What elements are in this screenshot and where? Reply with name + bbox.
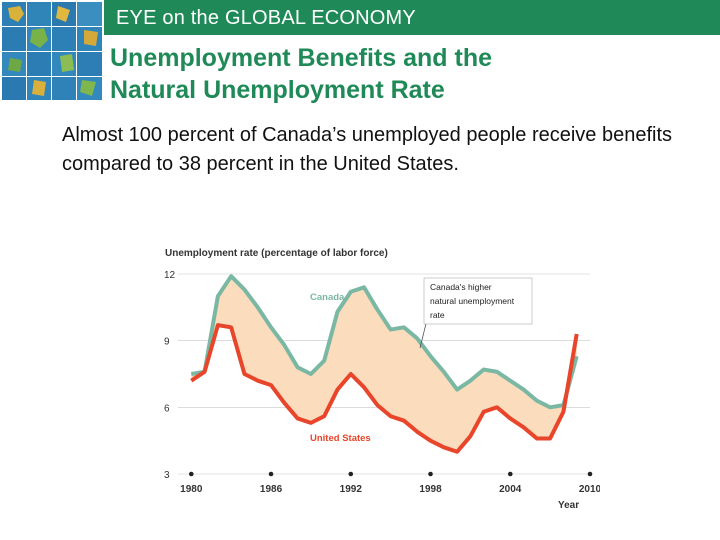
slide-title: Unemployment Benefits and the Natural Un… (110, 42, 710, 106)
header-title: EYE on the GLOBAL ECONOMY (116, 7, 416, 29)
x-tick-label: 2010 (579, 484, 600, 495)
chart-title: Unemployment rate (percentage of labor f… (165, 248, 388, 259)
y-tick-labels: 3 6 9 12 (164, 270, 176, 481)
gap-area (191, 276, 577, 452)
x-tick-dot (587, 471, 593, 477)
y-tick-label: 6 (164, 403, 170, 414)
series-label-canada: Canada (310, 292, 345, 303)
slide-title-line-2: Natural Unemployment Rate (110, 76, 445, 104)
y-tick-label: 3 (164, 470, 170, 481)
x-tick-dot (428, 471, 433, 477)
header-banner: EYE on the GLOBAL ECONOMY (0, 0, 720, 35)
x-tick-marks: 1980 1986 1992 1998 2004 2010 (180, 471, 600, 495)
slide-title-line-1: Unemployment Benefits and the (110, 44, 492, 72)
series-line-canada (190, 274, 579, 410)
x-tick-label: 2004 (499, 484, 522, 495)
globe-icon (0, 0, 104, 102)
x-tick-dot (348, 471, 354, 477)
series-line-us (190, 323, 579, 454)
x-tick-label: 1986 (260, 484, 283, 495)
x-tick-dot (268, 471, 274, 477)
body-text: Almost 100 percent of Canada’s unemploye… (62, 124, 673, 175)
annotation-text: Canada's higher natural unemployment rat… (430, 282, 516, 320)
annotation-box: Canada's higher natural unemployment rat… (419, 277, 533, 349)
x-tick-dot (188, 471, 194, 477)
unemployment-chart: Unemployment rate (percentage of labor f… (164, 248, 600, 511)
x-tick-label: 1998 (419, 484, 442, 495)
x-axis-label: Year (558, 500, 579, 511)
y-tick-label: 12 (164, 270, 176, 281)
y-tick-label: 9 (164, 337, 170, 348)
x-tick-label: 1980 (180, 484, 203, 495)
x-tick-label: 1992 (340, 484, 363, 495)
series-label-us: United States (310, 433, 371, 444)
x-tick-dot (507, 471, 513, 477)
